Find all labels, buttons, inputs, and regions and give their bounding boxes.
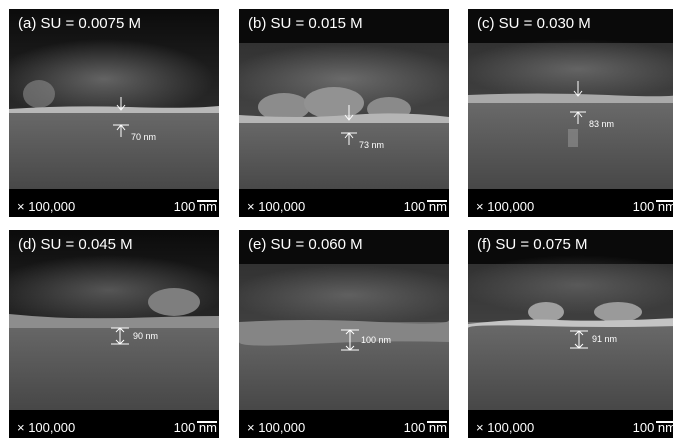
sem-panel-c: (c) SU = 0.030 M 83 nm × 100,000 100 nm [468, 9, 673, 217]
panel-label: (c) SU = 0.030 M [477, 15, 591, 32]
sem-image [9, 230, 219, 438]
panel-label: (b) SU = 0.015 M [248, 15, 363, 32]
sem-image [239, 9, 449, 217]
panel-label: (d) SU = 0.045 M [18, 236, 133, 253]
scale-bar [197, 421, 217, 423]
sem-image [468, 9, 673, 217]
scale-bar [656, 200, 673, 202]
sem-image [468, 230, 673, 438]
magnification-label: × 100,000 [17, 420, 76, 435]
thickness-label: 91 nm [592, 334, 618, 344]
sem-panel-a: (a) SU = 0.0075 M 70 nm × 100,000 100 nm [9, 9, 219, 217]
sem-panel-d: (d) SU = 0.045 M 90 nm × 100,000 100 nm [9, 230, 219, 438]
scale-bar-label: 100 nm [403, 420, 447, 435]
scale-bar-label: 100 nm [633, 420, 673, 435]
scale-bar [656, 421, 673, 423]
panel-label: (a) SU = 0.0075 M [18, 15, 141, 32]
magnification-label: × 100,000 [247, 199, 306, 214]
scale-bar-label: 100 nm [633, 199, 673, 214]
magnification-label: × 100,000 [247, 420, 306, 435]
scale-bar-label: 100 nm [403, 199, 447, 214]
thickness-label: 70 nm [131, 132, 157, 142]
scale-bar [197, 200, 217, 202]
scale-bar [427, 200, 447, 202]
panel-label: (f) SU = 0.075 M [477, 236, 588, 253]
scale-bar-label: 100 nm [173, 420, 217, 435]
sem-panel-b: (b) SU = 0.015 M 73 nm × 100,000 100 nm [239, 9, 449, 217]
thickness-label: 100 nm [361, 335, 392, 345]
sem-image [9, 9, 219, 217]
thickness-label: 90 nm [133, 331, 159, 341]
sem-panel-f: (f) SU = 0.075 M 91 nm × 100,000 100 nm [468, 230, 673, 438]
panel-label: (e) SU = 0.060 M [248, 236, 363, 253]
magnification-label: × 100,000 [17, 199, 76, 214]
magnification-label: × 100,000 [476, 420, 535, 435]
sem-panel-e: (e) SU = 0.060 M 100 nm × 100,000 100 nm [239, 230, 449, 438]
thickness-label: 73 nm [359, 140, 385, 150]
scale-bar-label: 100 nm [173, 199, 217, 214]
magnification-label: × 100,000 [476, 199, 535, 214]
scale-bar [427, 421, 447, 423]
sem-image [239, 230, 449, 438]
thickness-label: 83 nm [589, 119, 615, 129]
